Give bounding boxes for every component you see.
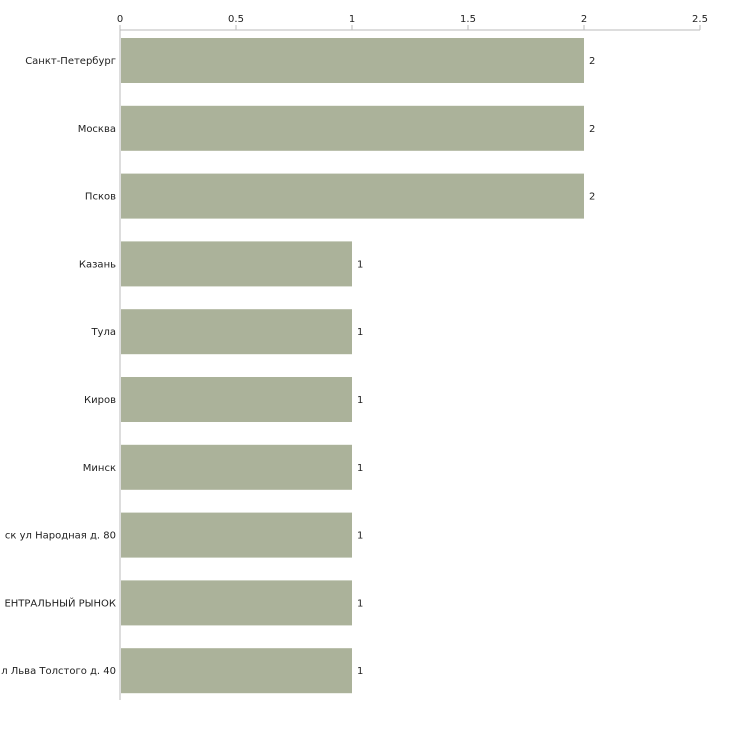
data-label: 1 bbox=[357, 395, 363, 406]
bars bbox=[121, 38, 584, 694]
category-label: ЕНТРАЛЬНЫЙ РЫНОК bbox=[4, 596, 116, 609]
category-label: Псков bbox=[85, 192, 116, 203]
bar bbox=[121, 38, 584, 83]
data-label: 1 bbox=[357, 598, 363, 609]
x-axis: 0 0.5 1 1.5 2 2.5 bbox=[117, 14, 708, 31]
bar bbox=[121, 377, 352, 422]
category-labels: Санкт-Петербург Москва Псков Казань Тула Киро… bbox=[1, 56, 116, 677]
data-label: 2 bbox=[589, 192, 595, 203]
category-label: ск ул Народная д. 80 bbox=[5, 531, 116, 542]
x-tick-label: 0 bbox=[117, 14, 123, 25]
data-label: 1 bbox=[357, 666, 363, 677]
data-label: 2 bbox=[589, 56, 595, 67]
bar bbox=[121, 580, 352, 626]
x-tick-label: 2.5 bbox=[692, 14, 708, 25]
category-label: Киров bbox=[84, 395, 116, 406]
category-label: Казань bbox=[79, 259, 116, 270]
data-label: 1 bbox=[357, 463, 363, 474]
category-label: л Льва Толстого д. 40 bbox=[1, 666, 116, 677]
category-label: Москва bbox=[78, 124, 116, 135]
x-tick-label: 1.5 bbox=[460, 14, 476, 25]
x-tick-label: 1 bbox=[349, 14, 355, 25]
data-label: 1 bbox=[357, 531, 363, 542]
bar bbox=[121, 173, 584, 219]
data-label: 1 bbox=[357, 259, 363, 270]
bar bbox=[121, 309, 352, 355]
data-label: 2 bbox=[589, 124, 595, 135]
x-tick-label: 0.5 bbox=[228, 14, 244, 25]
category-label: Минск bbox=[83, 463, 116, 474]
bar bbox=[121, 648, 352, 694]
x-tick-label: 2 bbox=[581, 14, 587, 25]
bar bbox=[121, 105, 584, 151]
category-label: Тула bbox=[90, 327, 116, 338]
data-label: 1 bbox=[357, 327, 363, 338]
bar bbox=[121, 241, 352, 287]
category-label: Санкт-Петербург bbox=[25, 56, 116, 67]
bar bbox=[121, 444, 352, 490]
bar bbox=[121, 512, 352, 558]
data-labels: 2 2 2 1 1 1 1 1 1 1 bbox=[357, 56, 595, 677]
